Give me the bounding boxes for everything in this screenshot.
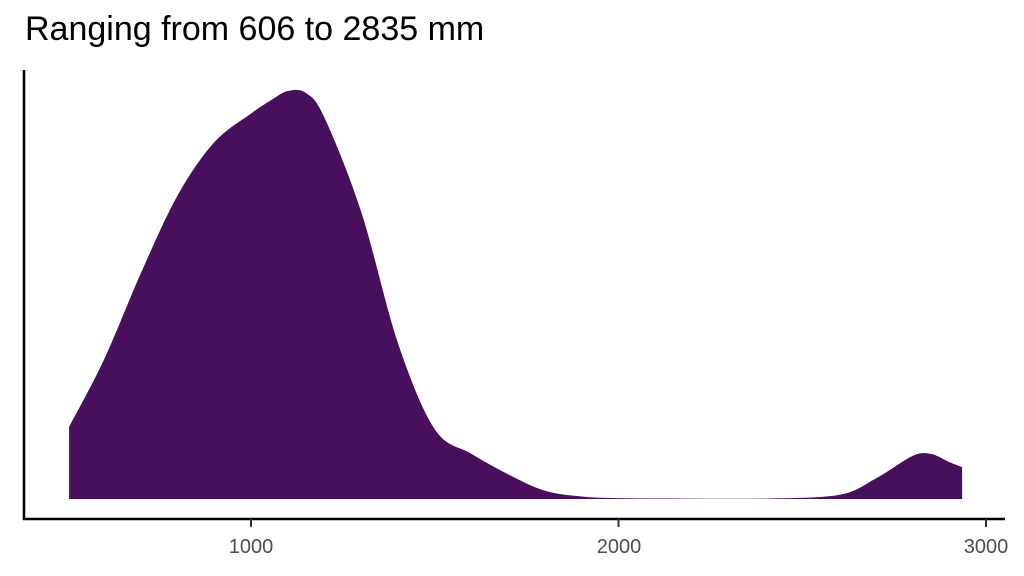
x-tick-label-2000: 2000 [596, 536, 642, 558]
x-tick-label-1000: 1000 [228, 536, 274, 558]
chart-title: Ranging from 606 to 2835 mm [25, 10, 485, 48]
x-axis-ticks [250, 519, 987, 527]
x-tick-label-3000: 3000 [963, 536, 1009, 558]
density-area [69, 89, 963, 499]
